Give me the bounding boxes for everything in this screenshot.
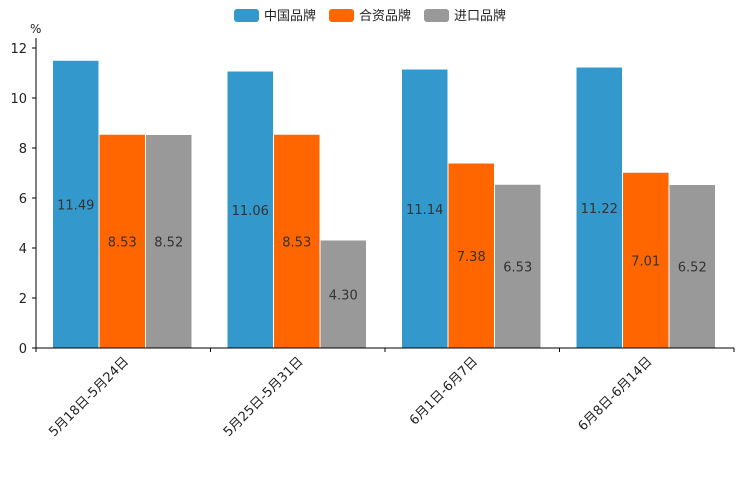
x-category-label: 6月1日-6月7日 [407, 354, 481, 428]
y-axis-unit-label: % [30, 22, 41, 36]
bar [623, 172, 669, 348]
x-category-label: 5月25日-5月31日 [221, 354, 307, 440]
bar [53, 60, 99, 348]
bar [146, 135, 192, 348]
data-label: 11.14 [406, 203, 443, 218]
y-tick-label: 4 [19, 242, 27, 257]
bar [274, 134, 320, 348]
bar [402, 69, 448, 348]
bar [227, 71, 273, 348]
bar [99, 134, 145, 348]
y-tick-label: 0 [19, 342, 27, 357]
data-label: 11.49 [57, 198, 94, 213]
bar [576, 67, 622, 348]
y-tick-label: 12 [10, 42, 27, 57]
data-label: 8.53 [108, 235, 137, 250]
legend-swatch [234, 9, 259, 22]
data-label: 6.52 [678, 261, 707, 276]
bars: 11.49 8.53 8.52 11.06 8.53 4.30 11.14 7.38 6.53 1… [53, 60, 715, 348]
x-category-label: 6月8日-6月14日 [576, 354, 656, 434]
data-label: 11.06 [232, 204, 269, 219]
data-label: 4.30 [329, 288, 358, 303]
data-label: 11.22 [581, 202, 618, 217]
y-tick-label: 10 [10, 92, 27, 107]
bar [669, 185, 715, 348]
legend-swatch [424, 9, 449, 22]
data-label: 6.53 [503, 260, 532, 275]
legend: 中国品牌 合资品牌 进口品牌 [234, 8, 506, 24]
y-tick-label: 2 [19, 292, 27, 307]
x-category-label: 5月18日-5月24日 [46, 354, 132, 440]
legend-label: 进口品牌 [454, 8, 506, 24]
legend-swatch [329, 9, 354, 22]
data-label: 7.01 [631, 254, 660, 269]
data-label: 8.52 [154, 236, 183, 251]
y-tick-label: 8 [19, 142, 27, 157]
data-label: 8.53 [282, 235, 311, 250]
x-axis: 5月18日-5月24日 5月25日-5月31日 6月1日-6月7日 6月8日-6月14… [35, 347, 735, 440]
data-label: 7.38 [457, 250, 486, 265]
legend-label: 中国品牌 [264, 8, 316, 24]
legend-label: 合资品牌 [359, 8, 411, 24]
bar [448, 163, 494, 348]
bar [320, 240, 366, 348]
bar [495, 184, 541, 348]
y-tick-label: 6 [19, 192, 27, 207]
y-axis: 0 2 4 6 8 10 12 [10, 38, 37, 357]
